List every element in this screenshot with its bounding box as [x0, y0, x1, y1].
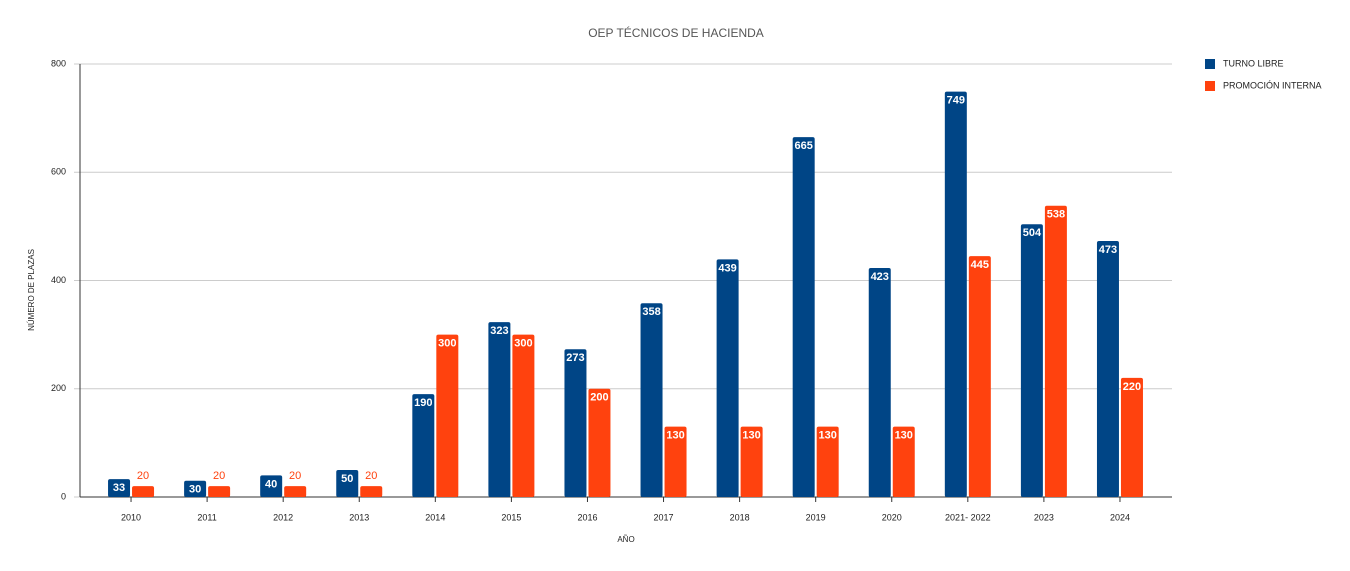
bar: [488, 322, 511, 497]
y-tick-label: 0: [61, 491, 66, 501]
x-tick-label: 2016: [577, 512, 597, 522]
x-tick-label: 2012: [273, 512, 293, 522]
bar: [436, 334, 459, 497]
value-label: 200: [590, 392, 608, 404]
legend-label: PROMOCIÓN INTERNA: [1223, 80, 1322, 90]
value-label: 20: [289, 470, 301, 482]
x-tick-label: 2019: [806, 512, 826, 522]
value-label: 130: [895, 430, 913, 442]
value-label: 749: [947, 95, 965, 107]
bar: [512, 334, 535, 497]
value-label: 358: [642, 306, 660, 318]
y-tick-label: 600: [51, 167, 66, 177]
value-label: 190: [414, 397, 432, 409]
x-tick-label: 2010: [121, 512, 141, 522]
bar: [740, 426, 763, 497]
value-label: 665: [794, 140, 812, 152]
value-label: 20: [137, 470, 149, 482]
x-axis-title: AÑO: [617, 535, 634, 544]
value-label: 445: [971, 259, 989, 271]
value-label: 323: [490, 325, 508, 337]
bar: [1096, 240, 1119, 497]
value-label: 130: [666, 430, 684, 442]
bar: [184, 480, 207, 497]
bar: [944, 91, 967, 497]
value-label: 423: [871, 271, 889, 283]
x-tick-label: 2024: [1110, 512, 1130, 522]
legend-swatch: [1205, 81, 1215, 91]
bar: [564, 349, 587, 497]
bar: [816, 426, 839, 497]
value-label: 300: [438, 338, 456, 350]
bar: [588, 388, 611, 497]
x-tick-label: 2013: [349, 512, 369, 522]
x-tick-label: 2014: [425, 512, 445, 522]
x-tick-label: 2018: [730, 512, 750, 522]
value-label: 130: [742, 430, 760, 442]
bar: [968, 256, 991, 497]
bar: [716, 259, 739, 497]
y-tick-label: 200: [51, 383, 66, 393]
value-label: 20: [365, 470, 377, 482]
value-label: 30: [189, 484, 201, 496]
y-tick-label: 800: [51, 58, 66, 68]
bar: [412, 394, 435, 497]
x-tick-label: 2023: [1034, 512, 1054, 522]
value-label: 20: [213, 470, 225, 482]
x-tick-label: 2011: [197, 512, 216, 522]
value-label: 50: [341, 473, 353, 485]
value-label: 130: [818, 430, 836, 442]
bar: [1020, 224, 1043, 497]
bar: [792, 137, 815, 497]
bar: [208, 486, 231, 497]
value-label: 33: [113, 482, 125, 494]
bar: [260, 475, 283, 497]
bar: [640, 303, 663, 497]
bar: [360, 486, 383, 497]
value-label: 439: [718, 262, 736, 274]
value-label: 273: [566, 352, 584, 364]
value-label: 300: [514, 338, 532, 350]
x-tick-label: 2020: [882, 512, 902, 522]
bar: [1120, 377, 1143, 497]
bar: [132, 486, 155, 497]
bar: [284, 486, 307, 497]
x-tick-label: 2017: [654, 512, 674, 522]
bar: [108, 479, 131, 497]
value-label: 473: [1099, 244, 1117, 256]
chart-title: OEP TÉCNICOS DE HACIENDA: [588, 25, 764, 40]
value-label: 538: [1047, 209, 1065, 221]
bar: [892, 426, 915, 497]
legend-label: TURNO LIBRE: [1223, 58, 1284, 68]
value-label: 504: [1023, 227, 1042, 239]
value-label: 220: [1123, 381, 1141, 393]
bar: [336, 469, 359, 497]
value-label: 40: [265, 478, 277, 490]
legend-swatch: [1205, 59, 1215, 69]
y-tick-label: 400: [51, 275, 66, 285]
bar: [664, 426, 687, 497]
y-axis-title: NÚMERO DE PLAZAS: [27, 249, 36, 331]
bar: [868, 268, 891, 497]
bar: [1044, 205, 1067, 497]
x-tick-label: 2015: [501, 512, 521, 522]
x-tick-label: 2021- 2022: [945, 512, 991, 522]
